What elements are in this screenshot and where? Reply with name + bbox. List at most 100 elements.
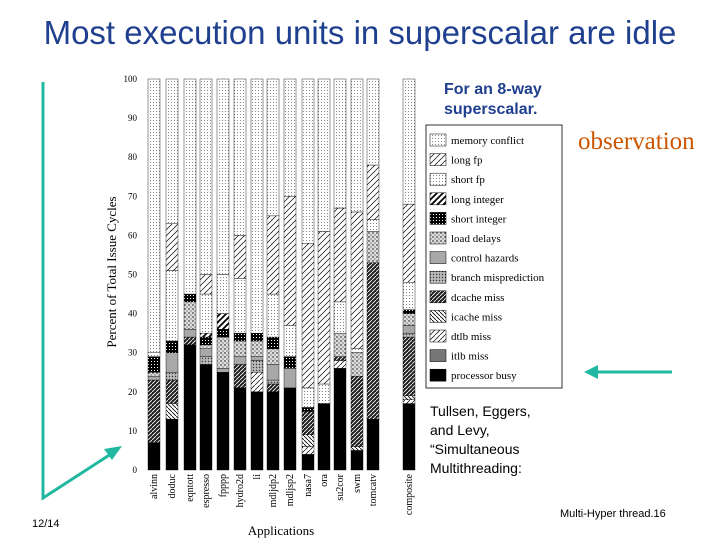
bar-segment-mdljsp2-memory-conflict bbox=[283, 78, 297, 197]
y-tick-label-90: 90 bbox=[128, 113, 138, 123]
bar-segment-hydro2d-long-fp bbox=[233, 235, 247, 279]
bar-segment-composite-dtlb-miss bbox=[402, 399, 416, 404]
legend-label-icache-miss: icache miss bbox=[451, 311, 502, 323]
legend-swatch-memory-conflict bbox=[429, 133, 447, 147]
legend-label-control-hazards: control hazards bbox=[451, 253, 519, 265]
bar-segment-composite-processor-busy bbox=[402, 403, 416, 471]
bar-segment-doduc-short-fp bbox=[165, 270, 179, 342]
bar-segment-mdljdp2-short-integer bbox=[266, 336, 280, 349]
bar-segment-hydro2d-memory-conflict bbox=[233, 78, 247, 236]
bar-segment-fpppp-load-delays bbox=[216, 336, 230, 369]
bar-segment-doduc-icache-miss bbox=[165, 403, 179, 420]
bar-segment-mdljdp2-short-fp bbox=[266, 293, 280, 338]
legend-swatch-branch-misprediction bbox=[429, 270, 447, 284]
bar-segment-eqntott-control-hazards bbox=[183, 329, 197, 338]
bar-segment-swm-long-fp bbox=[350, 211, 364, 349]
bar-segment-nasa7-dcache-miss bbox=[301, 411, 315, 436]
bar-segment-fpppp-control-hazards bbox=[216, 368, 230, 373]
x-tick-label-composite: composite bbox=[404, 473, 415, 515]
bar-segment-doduc-control-hazards bbox=[165, 352, 179, 373]
y-tick-label-70: 70 bbox=[128, 191, 138, 201]
legend-label-processor-busy: processor busy bbox=[451, 370, 517, 382]
legend: memory conflict long fp short fp long integ… bbox=[425, 124, 563, 389]
citation-line-2: and Levy, bbox=[430, 422, 490, 438]
legend-label-dtlb-miss: dtlb miss bbox=[451, 331, 491, 343]
x-tick-label-doduc: doduc bbox=[167, 473, 178, 498]
legend-swatch-long-integer bbox=[429, 192, 447, 206]
bar-segment-swm-dcache-miss bbox=[350, 375, 364, 447]
bar-segment-nasa7-short-fp bbox=[301, 387, 315, 408]
bar-segment-mdljsp2-short-fp bbox=[283, 325, 297, 357]
legend-label-itlb-miss: itlb miss bbox=[451, 351, 489, 363]
bar-segment-hydro2d-dcache-miss bbox=[233, 364, 247, 389]
bar-segment-hydro2d-load-delays bbox=[233, 340, 247, 357]
legend-swatch-processor-busy bbox=[429, 368, 447, 382]
bar-segment-doduc-long-fp bbox=[165, 223, 179, 271]
bar-segment-tomcatv-processor-busy bbox=[366, 418, 380, 471]
bar-segment-espresso-load-delays bbox=[199, 344, 213, 349]
legend-label-long-integer: long integer bbox=[451, 194, 504, 206]
bar-segment-eqntott-processor-busy bbox=[183, 344, 197, 471]
bar-segment-fpppp-short-integer bbox=[216, 329, 230, 338]
bar-segment-composite-dcache-miss bbox=[402, 336, 416, 396]
bar-segment-doduc-short-integer bbox=[165, 340, 179, 353]
bar-segment-mdljdp2-branch-misprediction bbox=[266, 379, 280, 385]
bar-segment-li-processor-busy bbox=[250, 391, 264, 471]
y-tick-label-0: 0 bbox=[133, 465, 138, 475]
bar-segment-ora-memory-conflict bbox=[317, 78, 331, 232]
bars: alvinn doduc eqntott espresso fpppp hydro2d li… bbox=[147, 78, 416, 515]
y-tick-label-50: 50 bbox=[128, 270, 138, 280]
bar-segment-doduc-processor-busy bbox=[165, 418, 179, 471]
bar-segment-composite-short-fp bbox=[402, 282, 416, 310]
x-tick-label-alvinn: alvinn bbox=[149, 474, 160, 499]
bar-segment-fpppp-memory-conflict bbox=[216, 78, 230, 275]
legend-label-short-fp: short fp bbox=[451, 174, 485, 186]
y-tick-label-30: 30 bbox=[128, 348, 138, 358]
bar-segment-composite-icache-miss bbox=[402, 395, 416, 400]
bar-segment-ora-short-fp bbox=[317, 383, 331, 404]
bar-segment-swm-load-delays bbox=[350, 352, 364, 377]
bar-segment-nasa7-memory-conflict bbox=[301, 78, 315, 244]
bar-segment-espresso-control-hazards bbox=[199, 348, 213, 357]
legend-label-long-fp: long fp bbox=[451, 155, 483, 167]
bar-segment-su2cor-dtlb-miss bbox=[333, 360, 347, 369]
bar-segment-composite-short-integer bbox=[402, 309, 416, 314]
footer: Multi-Hyper thread.16 bbox=[560, 508, 666, 520]
legend-label-load-delays: load delays bbox=[451, 233, 501, 245]
bar-segment-li-short-integer bbox=[250, 332, 264, 342]
bar-segment-mdljdp2-memory-conflict bbox=[266, 78, 280, 217]
legend-swatch-control-hazards bbox=[429, 251, 447, 264]
bar-segment-su2cor-long-fp bbox=[333, 207, 347, 303]
bar-segment-mdljdp2-dcache-miss bbox=[266, 383, 280, 393]
bar-segment-li-memory-conflict bbox=[250, 78, 264, 334]
bar-segment-li-load-delays bbox=[250, 340, 264, 357]
note: For an 8-way superscalar. bbox=[444, 80, 542, 120]
legend-label-memory-conflict: memory conflict bbox=[451, 135, 524, 147]
bar-segment-composite-memory-conflict bbox=[402, 78, 416, 205]
legend-label-branch-misprediction: branch misprediction bbox=[451, 272, 545, 284]
bar-segment-mdljdp2-load-delays bbox=[266, 348, 280, 365]
x-tick-label-li: li bbox=[252, 474, 263, 480]
bar-segment-mdljdp2-processor-busy bbox=[266, 391, 280, 471]
legend-swatch-short-fp bbox=[429, 172, 447, 186]
y-tick-label-80: 80 bbox=[128, 152, 138, 162]
bar-segment-su2cor-processor-busy bbox=[333, 368, 347, 471]
bar-segment-alvinn-control-hazards bbox=[147, 375, 161, 381]
x-tick-label-swm: swm bbox=[352, 474, 363, 493]
bar-segment-tomcatv-short-fp bbox=[366, 219, 380, 232]
bar-segment-mdljsp2-control-hazards bbox=[283, 368, 297, 389]
bar-segment-mdljsp2-processor-busy bbox=[283, 387, 297, 471]
x-tick-label-mdljdp2: mdljdp2 bbox=[268, 474, 279, 507]
bar-segment-su2cor-load-delays bbox=[333, 332, 347, 357]
bar-segment-alvinn-processor-busy bbox=[147, 442, 161, 471]
y-axis: 0 10 20 30 40 50 60 70 80 90 100 Percent of Total I… bbox=[104, 74, 314, 538]
bar-segment-nasa7-icache-miss bbox=[301, 434, 315, 447]
bar-segment-hydro2d-short-integer bbox=[233, 332, 247, 342]
bar-segment-espresso-short-integer bbox=[199, 336, 213, 346]
x-tick-label-nasa7: nasa7 bbox=[303, 474, 314, 497]
legend-box bbox=[425, 124, 563, 389]
slide-title: Most execution units in superscalar are … bbox=[43, 14, 677, 51]
legend-swatch-dtlb-miss bbox=[429, 329, 447, 343]
bar-segment-composite-load-delays bbox=[402, 313, 416, 326]
bar-segment-mdljsp2-short-integer bbox=[283, 356, 297, 369]
